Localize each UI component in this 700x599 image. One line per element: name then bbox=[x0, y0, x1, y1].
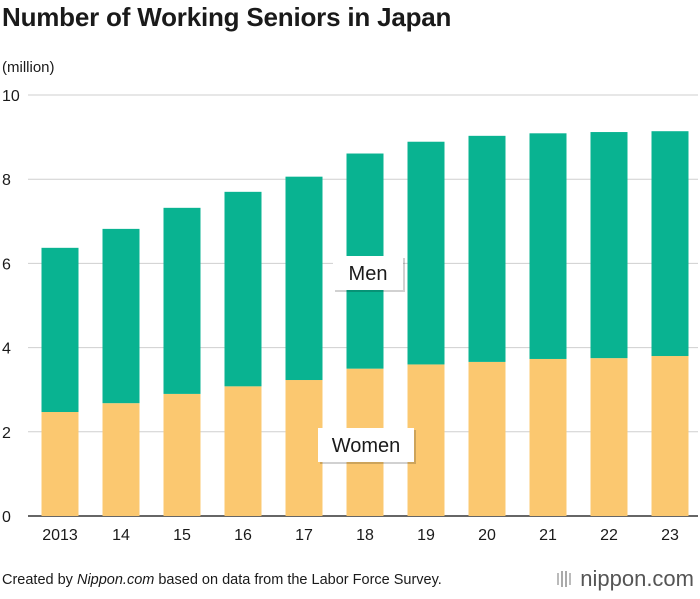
x-tick-label: 18 bbox=[356, 527, 374, 544]
y-tick-label: 6 bbox=[2, 256, 11, 273]
x-tick-label: 17 bbox=[295, 527, 313, 544]
bar-men-17 bbox=[285, 176, 323, 381]
source-prefix: Created by bbox=[2, 572, 77, 588]
x-tick-label: 23 bbox=[661, 527, 679, 544]
chart-title: Number of Working Seniors in Japan bbox=[2, 2, 452, 32]
x-tick-label: 20 bbox=[478, 527, 496, 544]
x-tick-label: 22 bbox=[600, 527, 618, 544]
logo-suffix: .com bbox=[646, 566, 694, 591]
logo-text: nippon bbox=[580, 566, 647, 591]
x-tick-label: 21 bbox=[539, 527, 557, 544]
bar-men-15 bbox=[163, 207, 201, 394]
bar-women-20 bbox=[468, 361, 506, 516]
x-tick-label: 15 bbox=[173, 527, 191, 544]
x-tick-label: 19 bbox=[417, 527, 435, 544]
y-tick-label: 0 bbox=[2, 509, 11, 526]
bar-men-23 bbox=[651, 131, 689, 357]
y-tick-label: 8 bbox=[2, 172, 11, 189]
bar-women-17 bbox=[285, 380, 323, 516]
bar-men-16 bbox=[224, 191, 262, 387]
bar-women-22 bbox=[590, 358, 628, 516]
label-women-text: Women bbox=[332, 435, 401, 457]
label-men: Men bbox=[333, 256, 405, 292]
y-axis-label: (million) bbox=[2, 59, 55, 76]
bar-men-14 bbox=[102, 228, 140, 404]
label-men-text: Men bbox=[349, 263, 388, 285]
nippon-logo: nippon.com bbox=[556, 566, 694, 592]
bar-men-22 bbox=[590, 132, 628, 359]
source-site: Nippon.com bbox=[76, 572, 155, 588]
y-tick-label: 2 bbox=[2, 425, 11, 442]
bar-men-19 bbox=[407, 141, 445, 365]
x-tick-label: 2013 bbox=[42, 527, 78, 544]
x-tick-label: 14 bbox=[112, 527, 130, 544]
bar-women-16 bbox=[224, 386, 262, 516]
nippon-logo-icon bbox=[557, 571, 572, 587]
y-tick-label: 4 bbox=[2, 341, 11, 358]
bar-women-21 bbox=[529, 358, 567, 516]
label-women: Women bbox=[318, 428, 416, 464]
source-note: Created by Nippon.com based on data from… bbox=[2, 572, 442, 588]
bar-women-23 bbox=[651, 356, 689, 516]
bar-women-2013 bbox=[41, 412, 79, 516]
bar-men-21 bbox=[529, 133, 567, 359]
bar-men-20 bbox=[468, 135, 506, 362]
x-tick-label: 16 bbox=[234, 527, 252, 544]
y-tick-label: 10 bbox=[2, 88, 20, 105]
source-suffix: based on data from the Labor Force Surve… bbox=[154, 572, 442, 588]
chart-plot: (million) 0 2 4 6 8 10 2013 14 15 16 17 18 19 20 21 22 2… bbox=[2, 59, 698, 544]
bar-women-15 bbox=[163, 393, 201, 516]
bar-women-14 bbox=[102, 403, 140, 516]
bar-men-2013 bbox=[41, 247, 79, 413]
